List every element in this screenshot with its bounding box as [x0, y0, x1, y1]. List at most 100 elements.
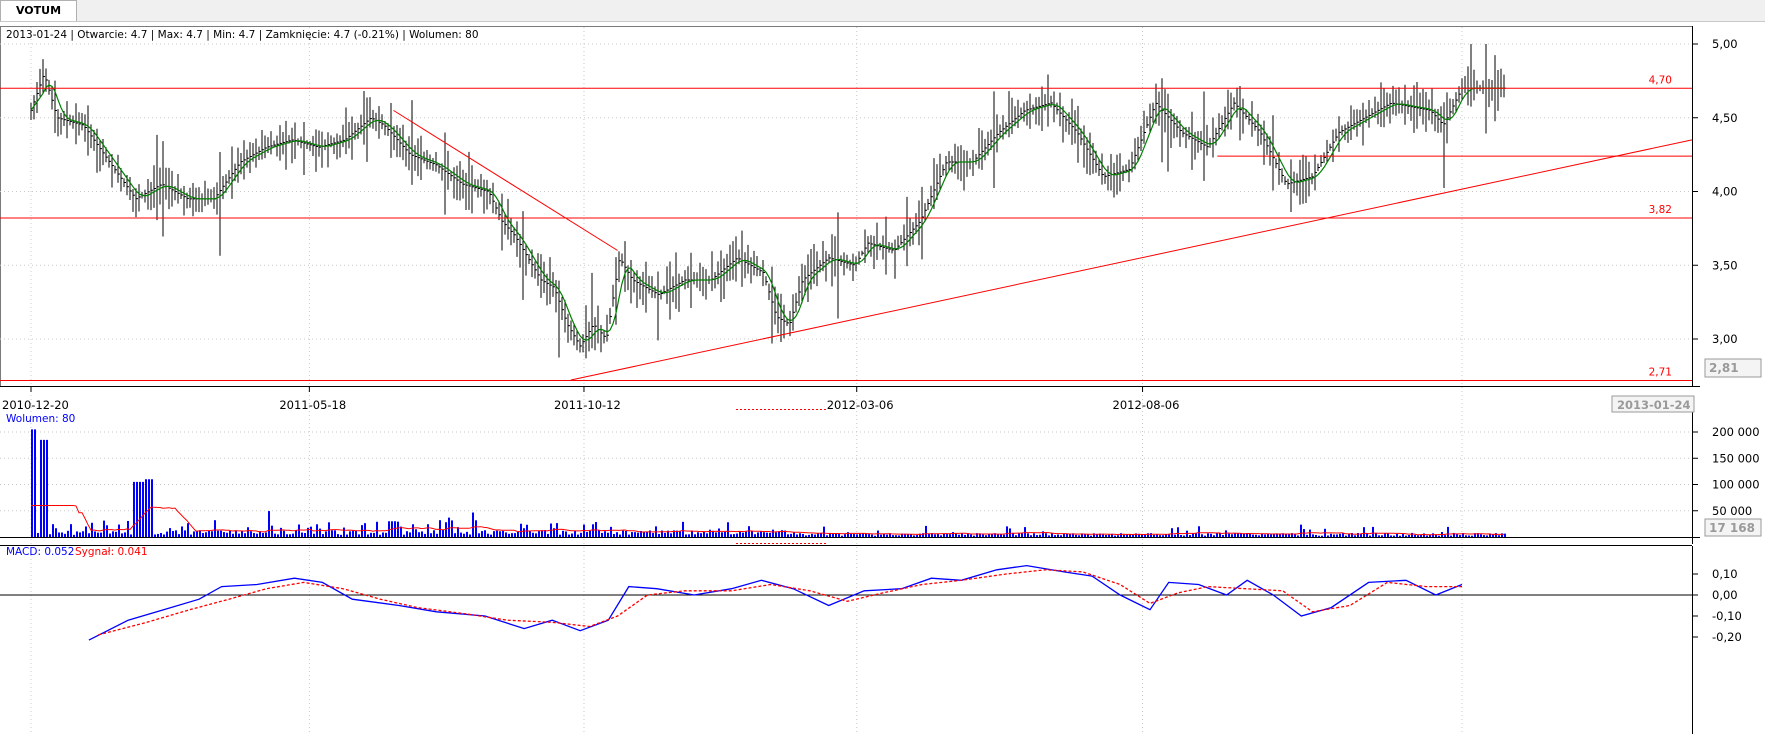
signal-panel-label: Sygnał: 0.041: [75, 546, 148, 558]
volume-bar: [658, 533, 660, 537]
volume-bar: [943, 533, 945, 537]
volume-bar: [739, 531, 741, 537]
volume-bar: [1084, 534, 1086, 537]
volume-tick-label: 100 000: [1712, 478, 1760, 492]
volume-bar: [541, 530, 543, 537]
volume-bar: [64, 533, 66, 537]
volume-bar: [955, 533, 957, 537]
volume-bar: [1435, 534, 1437, 537]
volume-bar: [847, 532, 849, 537]
volume-bar: [1315, 534, 1317, 537]
volume-bar: [1171, 528, 1173, 537]
volume-bar: [1132, 534, 1134, 537]
volume-bar: [721, 532, 723, 537]
volume-bar: [1450, 535, 1452, 537]
volume-bar: [151, 479, 153, 537]
volume-bar: [292, 533, 294, 537]
volume-bar: [190, 534, 192, 537]
stock-chart[interactable]: 4,70 3,82 2,71 2010-12-20 2011-05-18 2011-10…: [0, 21, 1765, 734]
volume-bar: [1123, 534, 1125, 537]
volume-bar: [1018, 533, 1020, 537]
volume-bar: [805, 535, 807, 537]
volume-bar: [379, 534, 381, 537]
volume-bar: [1027, 533, 1029, 537]
volume-bar: [799, 533, 801, 537]
volume-bar: [103, 520, 105, 537]
x-tick-label: 2012-03-06: [827, 398, 894, 412]
volume-bar: [775, 532, 777, 537]
volume-bar: [337, 534, 339, 537]
x-tick-label: 2011-05-18: [279, 398, 346, 412]
volume-bar: [949, 534, 951, 537]
volume-bar: [748, 526, 750, 537]
volume-bar: [1141, 534, 1143, 537]
volume-bar: [1138, 533, 1140, 537]
volume-bar: [1057, 534, 1059, 537]
uptrend-line: [570, 139, 1693, 381]
volume-bar: [1333, 534, 1335, 537]
volume-bar: [100, 532, 102, 537]
volume-bar: [1114, 535, 1116, 537]
volume-bar: [934, 534, 936, 537]
volume-bar: [823, 526, 825, 537]
volume-bar: [937, 534, 939, 537]
volume-bar: [676, 530, 678, 537]
volume-bar: [1378, 535, 1380, 537]
volume-bar: [346, 534, 348, 537]
volume-bar: [670, 533, 672, 537]
volume-bar: [1306, 534, 1308, 537]
volume-bar: [1387, 533, 1389, 537]
volume-bar: [517, 531, 519, 537]
date-cursor-label: 2013-01-24: [1617, 398, 1691, 412]
volume-bar: [1210, 533, 1212, 537]
volume-bar: [1318, 535, 1320, 537]
volume-bar: [79, 532, 81, 537]
volume-bar: [952, 532, 954, 537]
volume-bar: [1360, 533, 1362, 537]
volume-bar: [592, 524, 594, 537]
volume-bar: [1087, 533, 1089, 537]
volume-bar: [58, 532, 60, 537]
volume-bar: [1495, 533, 1497, 537]
volume-bar: [49, 534, 51, 537]
volume-bar: [1117, 535, 1119, 537]
volume-bar: [913, 535, 915, 537]
volume-bar: [1291, 533, 1293, 537]
y-tick-label: 5,00: [1712, 37, 1738, 51]
volume-bar: [787, 534, 789, 537]
volume-bar: [568, 534, 570, 537]
volume-bar: [403, 534, 405, 537]
volume-bar: [559, 534, 561, 537]
volume-bar: [415, 529, 417, 537]
volume-bar: [1492, 534, 1494, 537]
volume-bar: [355, 530, 357, 537]
volume-bar: [1390, 535, 1392, 537]
volume-bar: [1030, 535, 1032, 537]
volume-bar: [1351, 533, 1353, 537]
volume-bar: [256, 533, 258, 537]
volume-bar: [505, 532, 507, 537]
volume-bar: [1021, 533, 1023, 537]
volume-bar: [1468, 535, 1470, 537]
volume-bar: [118, 524, 120, 537]
volume-bar: [1288, 533, 1290, 537]
volume-bar: [1006, 526, 1008, 537]
volume-bar: [448, 517, 450, 537]
volume-bar: [313, 533, 315, 537]
volume-bar: [331, 530, 333, 537]
volume-bar: [547, 533, 549, 537]
volume-bar: [1282, 533, 1284, 537]
volume-bar: [538, 531, 540, 537]
volume-bar: [1174, 534, 1176, 537]
volume-bar: [619, 534, 621, 537]
tab-votum[interactable]: VOTUM: [0, 0, 77, 21]
volume-bar: [1207, 533, 1209, 537]
volume-bar: [388, 521, 390, 537]
volume-bar: [781, 530, 783, 537]
volume-bar: [664, 532, 666, 537]
volume-bar: [649, 530, 651, 537]
volume-bar: [793, 532, 795, 537]
volume-bar: [1072, 533, 1074, 537]
volume-bar: [757, 532, 759, 537]
macd-panel-label: MACD: 0.052: [6, 546, 74, 558]
